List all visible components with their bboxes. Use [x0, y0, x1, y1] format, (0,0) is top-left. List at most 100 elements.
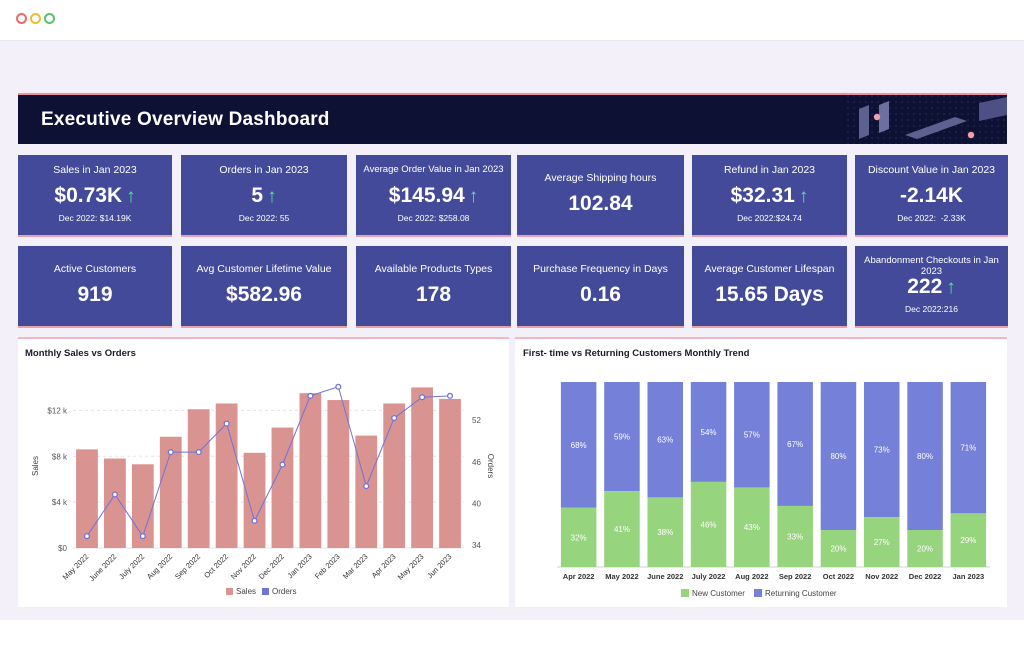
data-label: 29%: [960, 536, 976, 545]
y-tick-label: $0: [58, 544, 67, 553]
kpi-value: -2.14K: [855, 184, 1008, 208]
legend-label: Orders: [272, 587, 296, 596]
x-tick-label: May 2022: [605, 572, 638, 581]
bar-returning-customer: [734, 382, 770, 488]
chart-title: First- time vs Returning Customers Month…: [523, 348, 750, 359]
x-tick-label: Jan 2023: [286, 552, 314, 580]
page-title: Executive Overview Dashboard: [41, 109, 330, 130]
bar-sales: [187, 409, 210, 548]
bar-new-customer: [604, 491, 640, 567]
orders-point: [391, 415, 398, 422]
bar-sales: [411, 387, 433, 548]
kpi-value: $32.31 ↑: [692, 184, 847, 208]
kpi-title: Sales in Jan 2023: [53, 164, 137, 176]
kpi-title: Orders in Jan 2023: [219, 164, 309, 176]
data-label: 38%: [657, 528, 673, 537]
orders-point: [139, 533, 146, 540]
kpi-comparison: Dec 2022: $258.08: [397, 213, 470, 223]
data-label: 43%: [744, 523, 760, 532]
bar-new-customer: [950, 513, 987, 567]
kpi-value-text: 178: [415, 283, 452, 306]
x-tick-label: Feb 2023: [313, 552, 342, 581]
kpi-card: Avg Customer Lifetime Value $582.96: [181, 246, 347, 328]
window-maximize-dot[interactable]: [44, 13, 55, 24]
x-tick-label: Oct 2022: [823, 572, 854, 581]
x-tick-label: Dec 2022: [257, 552, 286, 581]
bar-returning-customer: [604, 382, 640, 492]
bar-sales: [355, 435, 378, 548]
kpi-card: Available Products Types 178: [356, 246, 511, 328]
legend-label: Sales: [236, 587, 256, 596]
orders-point: [195, 449, 202, 456]
kpi-value-text: $145.94: [388, 184, 465, 207]
legend-swatch-returning: [754, 589, 762, 597]
bar-sales: [131, 464, 154, 548]
kpi-card: Refund in Jan 2023 $32.31 ↑ Dec 2022:$24.74: [692, 155, 847, 237]
data-label: 80%: [917, 452, 933, 461]
data-label: 73%: [874, 446, 890, 455]
kpi-value-text: 222: [907, 275, 943, 298]
kpi-title: Avg Customer Lifetime Value: [196, 263, 332, 275]
y2-tick-label: 52: [472, 416, 481, 425]
bar-sales: [104, 458, 126, 548]
kpi-value-text: $0.73K: [54, 184, 123, 207]
bar-sales: [76, 449, 98, 548]
data-label: 67%: [787, 440, 803, 449]
x-tick-label: Apr 2022: [563, 572, 595, 581]
bar-returning-customer: [820, 382, 857, 530]
bar-sales: [383, 403, 406, 548]
kpi-value: 15.65 Days: [692, 283, 847, 307]
window-minimize-dot[interactable]: [30, 13, 41, 24]
orders-point: [363, 483, 370, 490]
kpi-title: Refund in Jan 2023: [723, 164, 816, 176]
bar-new-customer: [863, 517, 900, 567]
x-tick-label: Sep 2022: [173, 552, 202, 581]
kpi-card: Average Order Value in Jan 2023 $145.94 ↑ D…: [356, 155, 511, 237]
banner-decoration: [847, 95, 1007, 144]
y2-tick-label: 40: [472, 500, 481, 509]
y-tick-label: $4 k: [52, 498, 68, 507]
kpi-value: 102.84: [517, 192, 684, 216]
bar-sales: [439, 398, 461, 548]
x-tick-label: Aug 2022: [145, 552, 174, 581]
bar-new-customer: [820, 530, 857, 567]
x-tick-label: Jan 2023: [952, 572, 984, 581]
bar-sales: [159, 436, 182, 548]
kpi-value: $582.96: [181, 283, 347, 307]
bar-returning-customer: [690, 382, 727, 482]
trend-up-icon: ↑: [798, 186, 809, 207]
orders-point: [307, 392, 314, 399]
kpi-value-text: 0.16: [580, 283, 621, 306]
kpi-value: 222 ↑: [855, 275, 1008, 299]
window-close-dot[interactable]: [16, 13, 27, 24]
kpi-title: Available Products Types: [374, 263, 493, 275]
kpi-title: Purchase Frequency in Days: [533, 263, 668, 275]
x-tick-label: Nov 2022: [229, 552, 258, 581]
bar-sales: [327, 400, 350, 548]
data-label: 63%: [657, 436, 673, 445]
bar-returning-customer: [907, 382, 943, 530]
kpi-value-text: $32.31: [730, 184, 795, 207]
bar-sales: [215, 403, 238, 548]
bar-returning-customer: [777, 382, 813, 506]
orders-line: [86, 386, 451, 538]
y-tick-label: $8 k: [52, 452, 68, 461]
orders-point: [279, 461, 286, 468]
x-tick-label: Aug 2022: [735, 572, 768, 581]
dashboard-banner: Executive Overview Dashboard: [18, 93, 1007, 144]
x-tick-label: June 2022: [647, 572, 683, 581]
kpi-value-text: $582.96: [226, 283, 302, 306]
y2-tick-label: 34: [472, 541, 481, 550]
data-label: 54%: [701, 428, 717, 437]
y-tick-label: $12 k: [47, 406, 68, 415]
data-label: 57%: [744, 431, 760, 440]
trend-up-icon: ↑: [126, 186, 136, 207]
data-label: 20%: [917, 545, 933, 554]
data-label: 80%: [830, 452, 846, 461]
kpi-value-text: -2.14K: [899, 184, 964, 207]
data-label: 20%: [830, 545, 846, 554]
x-tick-label: July 2022: [692, 572, 726, 581]
sales-orders-chart: $0 $4 k $8 k $12 k 34 40 46 52 Sales Orders May 20…: [31, 383, 495, 596]
kpi-value: $145.94 ↑: [356, 184, 511, 208]
bar-new-customer: [734, 487, 770, 567]
